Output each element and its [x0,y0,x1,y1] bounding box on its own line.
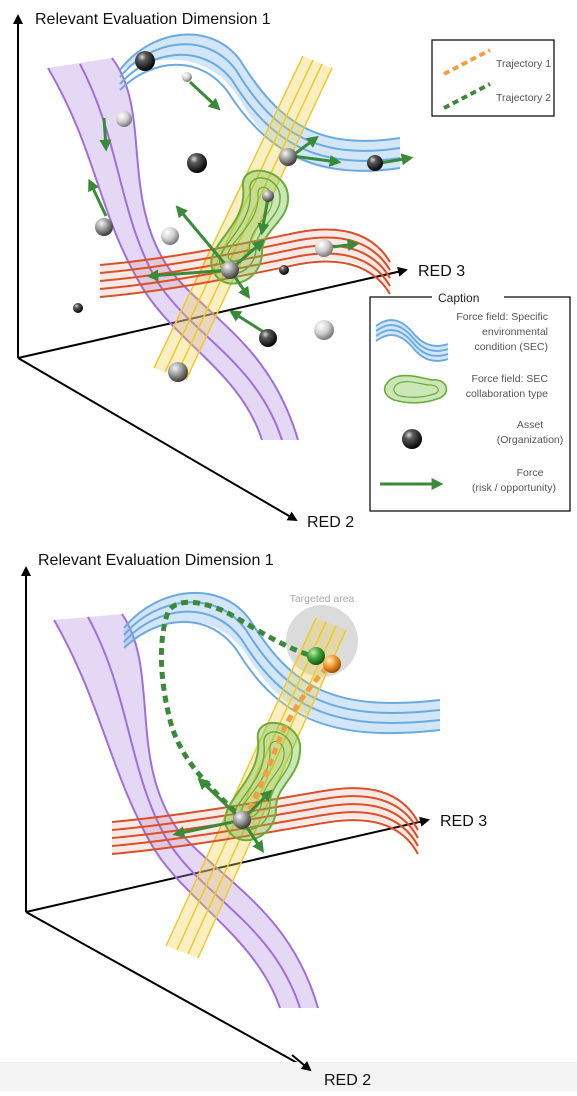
caption-title: Caption [438,291,479,305]
targeted-area: Targeted area [286,593,358,677]
caption-item-3-line-2: (Organization) [497,434,564,446]
caption-box: Caption Force field: Specific environmen… [369,290,571,512]
asset-sphere [116,111,132,127]
legend-label-trajectory-2: Trajectory 2 [496,92,551,104]
caption-item-1-line-3: condition (SEC) [474,341,548,353]
panel-top: Relevant Evaluation Dimension 1 RED 3 RE… [13,11,571,531]
trajectory-1-path [241,662,332,822]
assets [233,647,341,829]
asset-sphere [367,155,383,171]
asset-sphere [187,153,207,173]
sphere-icon [402,429,422,449]
panel-bottom: Relevant Evaluation Dimension 1 RED 3 RE… [21,552,487,1089]
trajectory-1-swatch [443,48,491,76]
axis-z [17,357,298,522]
axis-x-label: RED 3 [418,263,465,280]
yellow-force-field [153,55,333,381]
asset-sphere [279,265,289,275]
asset-sphere [135,51,155,71]
caption-item-1-line-1: Force field: Specific [456,311,548,323]
asset-sphere [233,811,251,829]
asset-sphere [259,329,277,347]
caption-item-4-line-2: (risk / opportunity) [472,482,556,494]
force-arrows [88,80,414,338]
asset-sphere [315,239,333,257]
trajectory-2-swatch [443,82,491,110]
asset-sphere [262,190,274,202]
asset-sphere [279,148,297,166]
caption-item-2-line-1: Force field: SEC [472,373,549,385]
caption-item-2-line-2: collaboration type [466,388,548,400]
caption-item-3-line-1: Asset [517,419,543,431]
axis-y-label: Relevant Evaluation Dimension 1 [38,552,274,569]
blue-wave-icon [375,319,449,362]
legend-label-trajectory-1: Trajectory 1 [496,58,551,70]
assets [73,51,383,382]
asset-sphere [95,218,113,236]
caption-item-1-line-2: environmental [482,326,548,338]
caption-item-4-line-1: Force [517,467,544,479]
axis-z-label: RED 2 [307,514,354,531]
trajectory-legend: Trajectory 1 Trajectory 2 [431,39,555,117]
axis-y-label: Relevant Evaluation Dimension 1 [35,11,271,28]
green-blob-icon [383,374,448,404]
asset-sphere [161,227,179,245]
bottom-strip [0,1062,577,1091]
asset-sphere [73,303,83,313]
asset-sphere [314,320,334,340]
trajectory-1-asset [323,655,341,673]
targeted-area-label: Targeted area [290,593,355,605]
axis-z [25,911,312,1071]
asset-sphere [221,261,239,279]
axis-x-label: RED 3 [440,813,487,830]
trajectory-2-asset [307,647,325,665]
asset-sphere [168,362,188,382]
asset-sphere [182,72,192,82]
